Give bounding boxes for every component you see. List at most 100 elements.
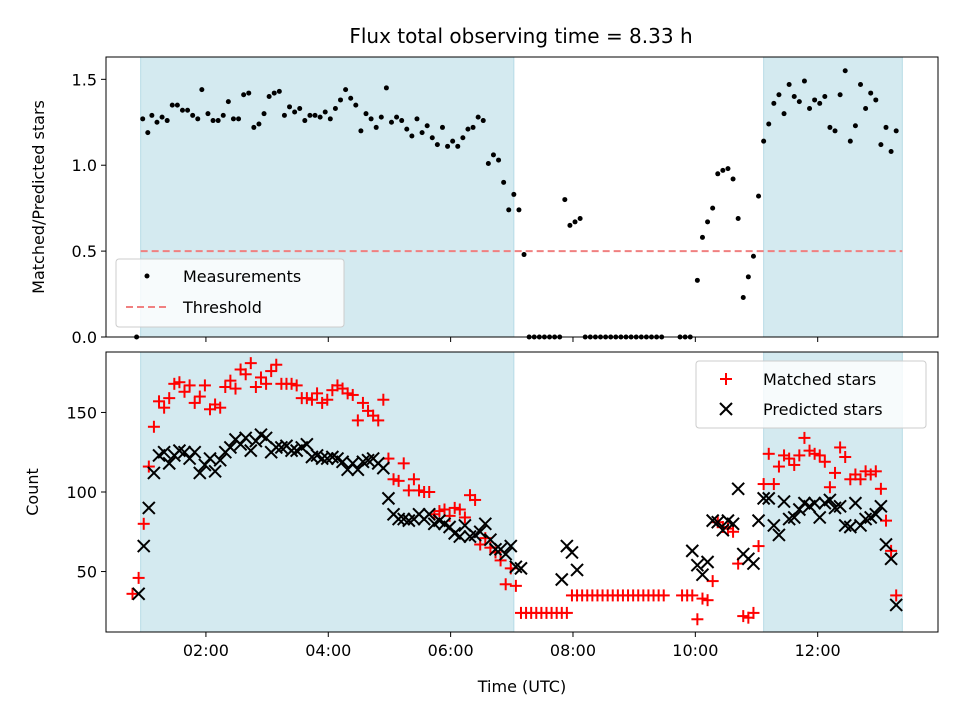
measurement-point [261, 111, 267, 117]
measurement-point [256, 121, 262, 127]
measurement-point [145, 130, 151, 136]
measurement-point [434, 142, 440, 148]
measurement-point [847, 138, 853, 144]
measurement-point [735, 215, 741, 221]
measurement-point [450, 138, 456, 144]
legend-matched-label: Matched stars [763, 370, 876, 389]
predicted-point [746, 556, 761, 571]
measurement-point [567, 222, 573, 228]
matched-point [153, 395, 166, 408]
measurement-point [801, 78, 807, 84]
ratio-panel: 0.0 0.5 1.0 1.5 Matched/Predicted stars Mea… [29, 56, 939, 347]
matched-point [752, 540, 765, 553]
matched-point [341, 387, 354, 400]
bottom-legend: Matched stars Predicted stars [695, 360, 927, 429]
measurement-point [766, 121, 772, 127]
measurement-point [439, 124, 445, 130]
measurement-point [317, 114, 323, 120]
predicted-point [514, 561, 528, 576]
predicted-point [131, 587, 146, 601]
measurement-point [199, 87, 205, 93]
measurement-point [715, 171, 721, 177]
predicted-point [244, 443, 258, 458]
matched-point [168, 377, 181, 390]
matched-point [874, 482, 887, 495]
measurement-point [169, 102, 175, 108]
matched-point [423, 486, 436, 498]
measurement-point [338, 97, 344, 103]
matched-point [239, 368, 252, 381]
measurement-point [348, 95, 354, 101]
matched-point [407, 473, 420, 486]
matched-point [880, 514, 892, 527]
measurement-point [302, 118, 308, 124]
predicted-point [223, 440, 238, 455]
measurement-point [511, 191, 517, 197]
predicted-point [284, 443, 299, 458]
measurement-point [322, 109, 328, 115]
predicted-point [453, 529, 467, 544]
measurement-point [266, 94, 272, 100]
predicted-point [848, 496, 863, 510]
top-legend: Measurements Threshold [115, 258, 345, 328]
x-tick-label: 10:00 [672, 641, 718, 660]
matched-point [772, 460, 785, 473]
predicted-point [767, 518, 781, 533]
predicted-point [157, 445, 171, 459]
predicted-point [690, 558, 705, 572]
measurement-point [215, 118, 221, 124]
measurement-point [786, 81, 792, 87]
measurement-point [577, 215, 583, 221]
measurement-point [394, 114, 400, 120]
matched-point [499, 578, 512, 591]
predicted-point [473, 525, 487, 539]
matched-point [126, 587, 139, 600]
measurement-point [791, 94, 797, 100]
measurement-point [368, 116, 374, 122]
measurement-point [705, 219, 711, 225]
predicted-point [813, 510, 827, 525]
matched-point [229, 382, 242, 395]
predicted-point [787, 510, 801, 525]
y-tick-label: 150 [66, 403, 97, 422]
measurement-point [761, 138, 767, 144]
measurement-point [251, 124, 257, 130]
matched-point [270, 358, 283, 371]
predicted-point [555, 572, 569, 587]
matched-point [173, 376, 186, 389]
measurement-point [817, 100, 823, 106]
measurement-point [756, 193, 762, 199]
top-y-ticks: 0.0 0.5 1.0 1.5 [72, 70, 106, 347]
predicted-point [731, 482, 745, 496]
matched-point [178, 385, 191, 398]
matched-point [147, 420, 160, 433]
matched-point [254, 371, 267, 384]
measurement-point [230, 116, 236, 122]
measurement-point [195, 116, 201, 122]
predicted-point [884, 552, 898, 566]
matched-point [387, 473, 400, 486]
matched-point [560, 606, 573, 619]
matched-point [890, 589, 903, 602]
matched-point [657, 589, 670, 602]
matched-point [869, 465, 882, 478]
predicted-point [381, 491, 396, 506]
measurement-point [287, 104, 293, 110]
measurement-point [140, 116, 146, 122]
measurement-point [888, 148, 894, 154]
predicted-point [478, 517, 493, 531]
legend-measurements-label: Measurements [183, 267, 301, 286]
matched-point [244, 357, 257, 370]
matched-point [300, 392, 313, 405]
measurement-point [837, 92, 843, 98]
measurement-point [796, 99, 802, 105]
predicted-point [570, 563, 584, 577]
predicted-point [879, 537, 893, 552]
matched-point [453, 503, 466, 516]
matched-point [829, 466, 842, 479]
predicted-point [869, 507, 883, 521]
predicted-point [504, 539, 518, 553]
measurement-point [470, 124, 476, 130]
measurement-point [445, 143, 451, 149]
